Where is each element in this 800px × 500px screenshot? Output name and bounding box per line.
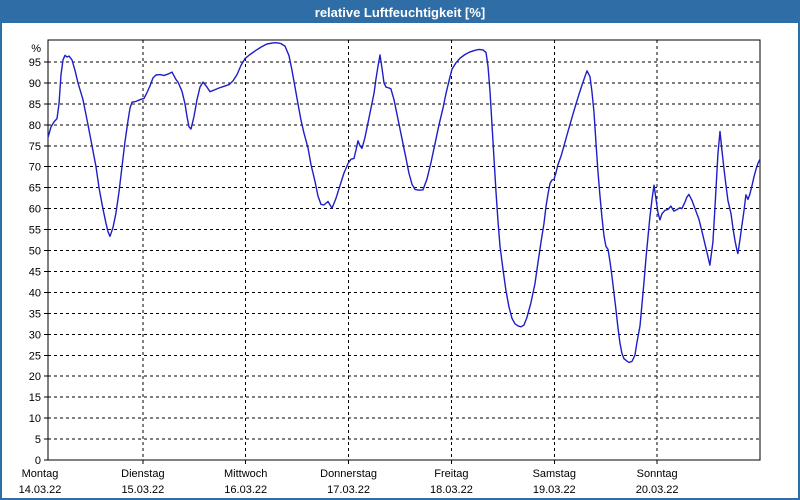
x-day-label: Samstag [533,468,576,480]
y-tick-label: 40 [29,287,41,299]
window-title: relative Luftfeuchtigkeit [%] [314,5,486,20]
humidity-line-chart: 0 5 10 15 20 25 30 35 40 45 50 55 60 65 70 75 80 85 90 95% M… [19,39,761,496]
x-day-label: Dienstag [121,468,164,480]
x-date-label: 18.03.22 [430,484,473,496]
x-date-label: 17.03.22 [327,484,370,496]
title-bar: relative Luftfeuchtigkeit [%] [2,2,798,23]
x-date-label: 16.03.22 [224,484,267,496]
y-tick-label: 95 [29,57,41,69]
x-date-label: 14.03.22 [19,484,62,496]
x-date-label: 19.03.22 [533,484,576,496]
y-tick-label: 60 [29,204,41,216]
y-tick-label: 20 [29,371,41,383]
y-tick-label: 90 [29,78,41,90]
y-tick-label: 35 [29,308,41,320]
y-tick-label: 30 [29,329,41,341]
x-day-label: Mittwoch [224,468,267,480]
y-tick-label: 85 [29,99,41,111]
x-date-label: 20.03.22 [636,484,679,496]
y-tick-label: 70 [29,162,41,174]
plot-frame [47,39,761,461]
y-tick-label: 15 [29,392,41,404]
y-axis-unit-label: % [31,43,41,55]
y-tick-label: 5 [35,434,41,446]
x-date-label: 15.03.22 [121,484,164,496]
y-tick-label: 45 [29,266,41,278]
y-tick-label: 25 [29,350,41,362]
y-tick-label: 55 [29,225,41,237]
y-tick-label: 50 [29,246,41,258]
y-tick-label: 65 [29,183,41,195]
x-day-label: Freitag [434,468,468,480]
y-tick-label: 75 [29,141,41,153]
x-day-label: Donnerstag [320,468,377,480]
y-tick-label: 10 [29,413,41,425]
humidity-series-line [47,42,761,364]
x-day-label: Sonntag [637,468,678,480]
y-tick-label: 0 [35,455,41,467]
x-day-label: Montag [22,468,59,480]
y-tick-label: 80 [29,120,41,132]
